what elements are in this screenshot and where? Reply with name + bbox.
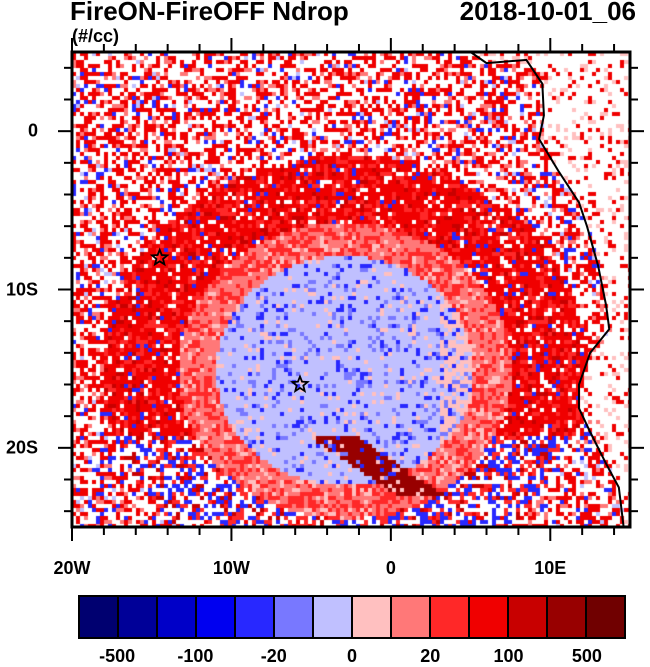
colorbar-label: 20	[420, 646, 441, 666]
plot-date: 2018-10-01_06	[459, 0, 636, 26]
colorbar-label: -20	[260, 646, 287, 666]
colorbar-box	[587, 597, 624, 637]
colorbar-label: -100	[177, 646, 214, 666]
colorbar-box	[431, 597, 470, 637]
x-tick-label: 20W	[53, 558, 91, 578]
colorbar-label: 100	[493, 646, 524, 666]
colorbar-box	[236, 597, 275, 637]
colorbar-box	[548, 597, 587, 637]
plot-title: FireON-FireOFF Ndrop	[70, 0, 349, 26]
plot-border	[70, 50, 632, 529]
x-tick-label: 0	[385, 558, 396, 578]
colorbar-label: -500	[99, 646, 136, 666]
units-label: (#/cc)	[72, 26, 120, 46]
colorbar-box	[275, 597, 314, 637]
colorbar-box	[158, 597, 197, 637]
colorbar-box	[119, 597, 158, 637]
colorbar	[78, 595, 626, 639]
y-tick-label: 0	[27, 120, 38, 141]
x-tick-label: 10W	[212, 558, 250, 578]
colorbar-box	[314, 597, 353, 637]
coastline	[470, 51, 625, 528]
colorbar-box	[80, 597, 119, 637]
map-plot	[58, 38, 644, 541]
star-marker-icon	[290, 374, 310, 393]
ndrop-difference-field	[72, 52, 630, 527]
star-marker-icon	[149, 247, 170, 267]
y-tick-label: 20S	[5, 437, 38, 458]
x-tick-label: 10E	[534, 558, 567, 578]
colorbar-box	[470, 597, 509, 637]
colorbar-box	[353, 597, 392, 637]
colorbar-box	[509, 597, 548, 637]
colorbar-label: 500	[571, 646, 602, 666]
y-tick-label: 10S	[5, 279, 38, 299]
colorbar-box	[392, 597, 431, 637]
map-frame	[58, 38, 644, 541]
colorbar-box	[197, 597, 236, 637]
colorbar-label: 0	[346, 646, 358, 666]
